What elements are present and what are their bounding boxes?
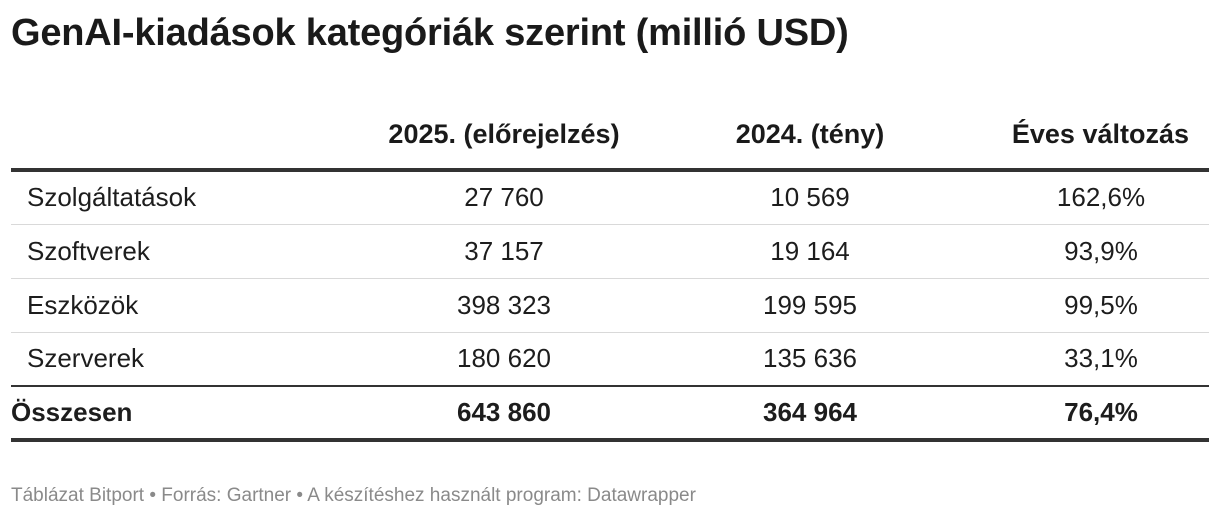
cell-change: 99,5% [963, 278, 1209, 333]
total-change: 76,4% [963, 385, 1209, 442]
spending-table: 2025. (előrejelzés) 2024. (tény) Éves vá… [11, 100, 1209, 442]
table-row: Szolgáltatások 27 760 10 569 162,6% [11, 170, 1209, 225]
header-row: 2025. (előrejelzés) 2024. (tény) Éves vá… [11, 100, 1209, 172]
cell-2025: 398 323 [351, 278, 657, 333]
table-title: GenAI-kiadások kategóriák szerint (milli… [11, 12, 849, 54]
row-label: Szerverek [27, 343, 145, 374]
row-label: Eszközök [11, 278, 351, 333]
cell-2024: 19 164 [657, 224, 963, 279]
table-row: Eszközök 398 323 199 595 99,5% [11, 278, 1209, 333]
row-label: Szoftverek [11, 224, 351, 279]
cell-change: 33,1% [1064, 343, 1138, 374]
cell-change: 162,6% [963, 170, 1209, 225]
total-2025: 643 860 [351, 385, 657, 442]
header-2025: 2025. (előrejelzés) [351, 100, 657, 172]
header-change: Éves változás [963, 100, 1209, 172]
table-row: Szoftverek 37 157 19 164 93,9% [11, 224, 1209, 279]
cell-2025: 180 620 [457, 343, 551, 374]
cell-2025: 37 157 [351, 224, 657, 279]
cell-2024: 10 569 [657, 170, 963, 225]
total-2024: 364 964 [657, 385, 963, 442]
cell-2024: 199 595 [657, 278, 963, 333]
total-label: Összesen [11, 385, 351, 442]
header-category [11, 100, 351, 172]
cell-2024: 135 636 [763, 343, 857, 374]
header-2024: 2024. (tény) [657, 100, 963, 172]
total-row: Összesen 643 860 364 964 76,4% [11, 385, 1209, 442]
table-row: Szerverek 180 620 135 636 33,1% [11, 332, 1209, 386]
row-label: Szolgáltatások [11, 170, 351, 225]
cell-2025: 27 760 [351, 170, 657, 225]
source-footer: Táblázat Bitport • Forrás: Gartner • A k… [11, 485, 696, 506]
cell-change: 93,9% [963, 224, 1209, 279]
